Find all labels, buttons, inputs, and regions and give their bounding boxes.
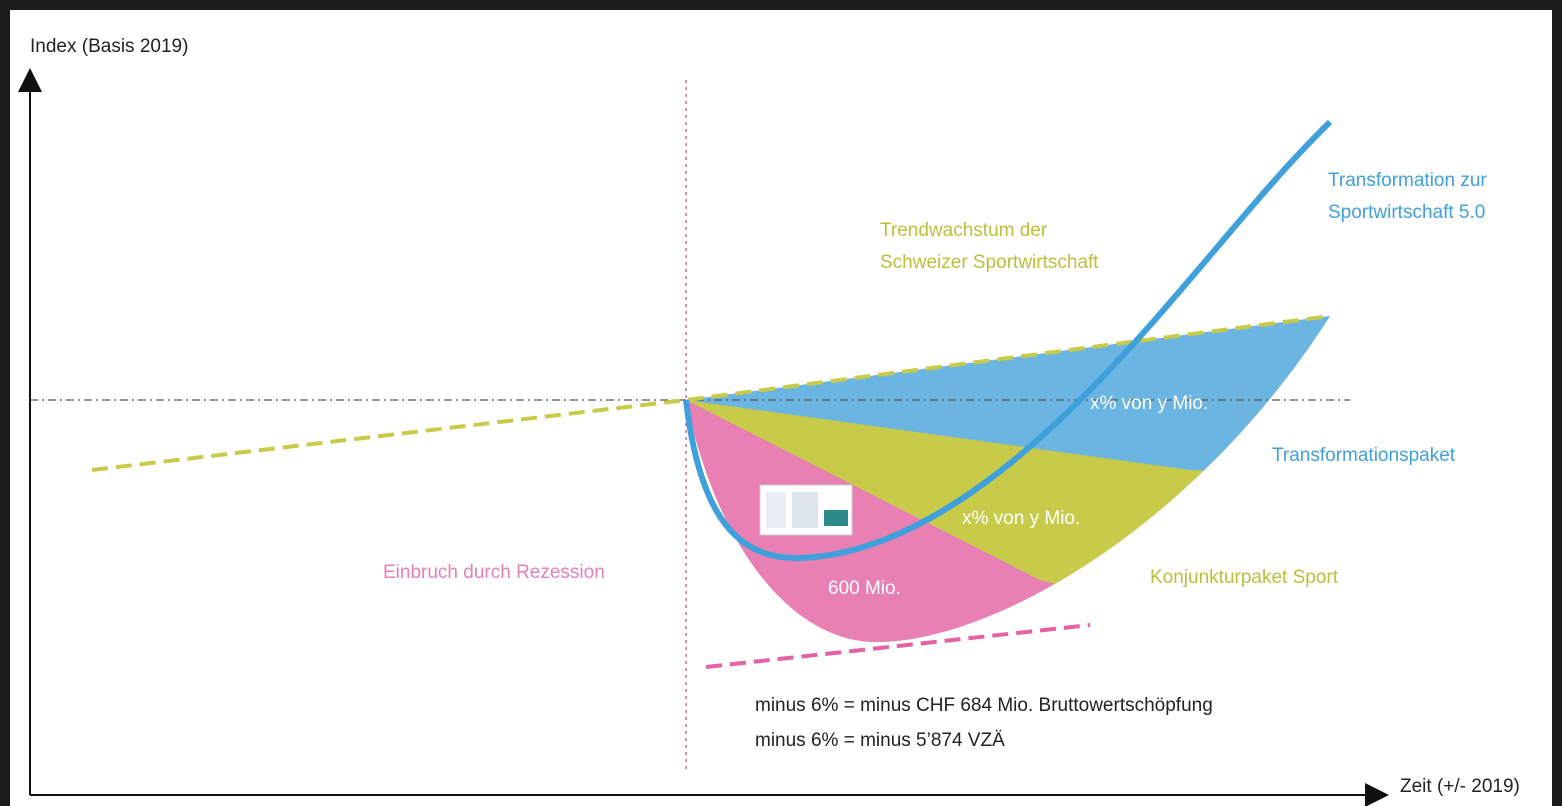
area-label: x% von y Mio. [1090, 393, 1208, 414]
label: Transformation zur [1328, 170, 1487, 191]
thumbnail [760, 485, 852, 535]
note: minus 6% = minus CHF 684 Mio. Bruttowert… [755, 695, 1213, 716]
label: Einbruch durch Rezession [383, 562, 605, 583]
diagram: Index (Basis 2019) Zeit (+/- 2019) minus… [0, 0, 1562, 806]
label: Trendwachstum der [880, 220, 1048, 241]
x-axis-label: Zeit (+/- 2019) [1400, 776, 1520, 797]
note: minus 6% = minus 5’874 VZÄ [755, 730, 1005, 751]
y-axis-label: Index (Basis 2019) [30, 36, 188, 57]
area-label: x% von y Mio. [962, 508, 1080, 529]
label: Schweizer Sportwirtschaft [880, 252, 1099, 273]
label: Sportwirtschaft 5.0 [1328, 202, 1485, 223]
page: {"y_axis_label": "Index (Basis 2019)", "… [0, 0, 1562, 806]
area-label: 600 Mio. [828, 578, 901, 599]
label: Transformationspaket [1272, 445, 1456, 466]
label: Konjunkturpaket Sport [1150, 567, 1339, 588]
